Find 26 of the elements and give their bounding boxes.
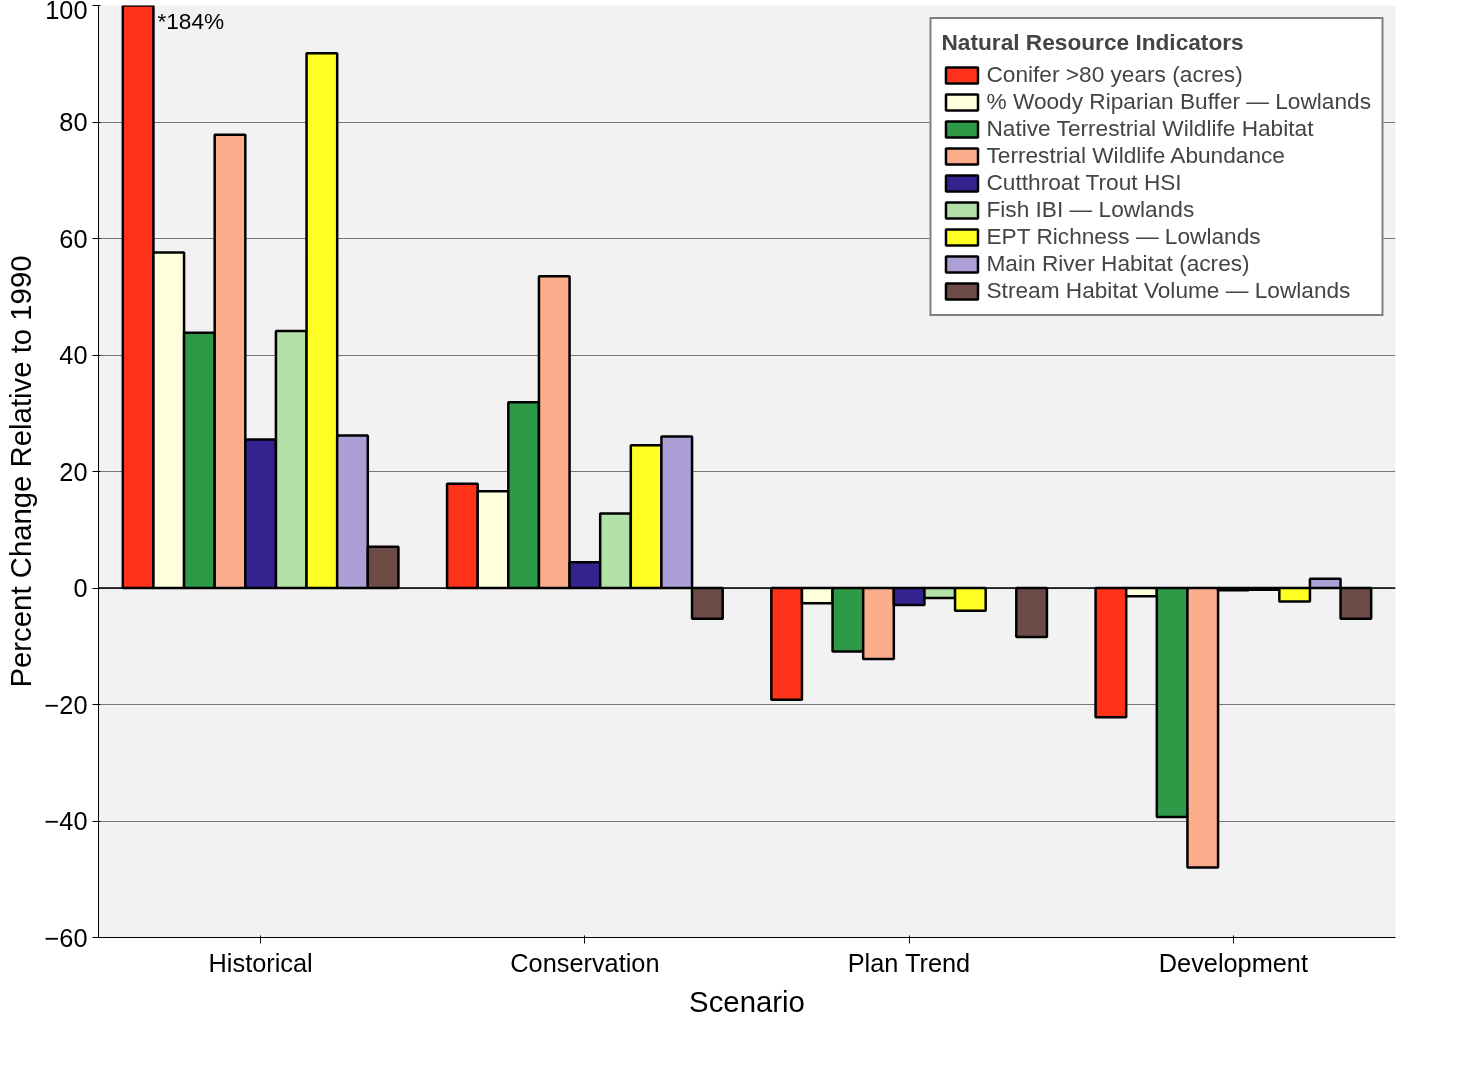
y-tick-label: 20 [59,457,88,486]
legend-label: Stream Habitat Volume — Lowlands [986,277,1351,304]
y-axis-title: Percent Change Relative to 1990 [3,255,37,688]
y-tick-label: 80 [59,108,88,136]
legend-label: Native Terrestrial Wildlife Habitat [986,115,1314,142]
y-tick-label: 40 [59,341,88,369]
legend-title: Natural Resource Indicators [941,29,1245,56]
x-tick-label: Development [1158,948,1309,977]
legend-label: Conifer >80 years (acres) [986,61,1243,88]
legend-label: Terrestrial Wildlife Abundance [986,142,1285,169]
y-tick-label: 100 [45,0,88,24]
y-tick-label: 0 [73,574,88,602]
y-tick-label: −40 [44,807,88,835]
x-tick-label: Plan Trend [847,948,971,977]
legend-label: EPT Richness — Lowlands [986,223,1261,250]
y-tick-label: 60 [59,224,88,253]
annotation: *184% [157,7,225,34]
legend-label: % Woody Riparian Buffer — Lowlands [986,88,1371,115]
x-axis-title: Scenario [689,984,805,1018]
legend-label: Fish IBI — Lowlands [986,196,1195,223]
x-tick-label: Conservation [510,948,660,977]
y-tick-label: −60 [44,923,88,952]
x-tick-label: Historical [208,948,313,977]
legend-label: Main River Habitat (acres) [986,250,1250,277]
y-tick-label: −20 [44,690,88,719]
legend-label: Cutthroat Trout HSI [986,169,1182,196]
